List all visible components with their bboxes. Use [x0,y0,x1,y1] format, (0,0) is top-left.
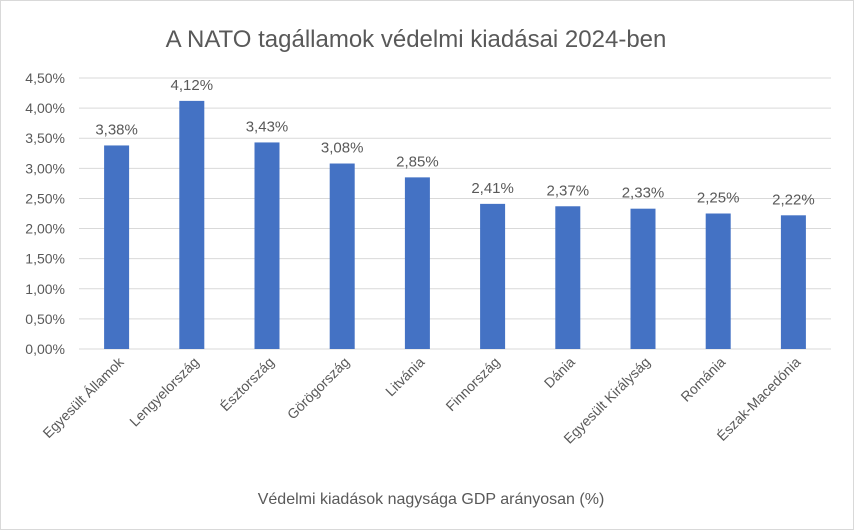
data-label: 3,38% [95,121,138,138]
y-tick-label: 1,00% [25,281,65,297]
x-tick-label: Görögország [284,354,353,423]
y-tick-label: 3,00% [25,160,65,176]
y-tick-label: 2,00% [25,221,65,237]
x-tick-label: Lengyelország [126,354,202,430]
bar [480,203,506,349]
y-tick-label: 0,50% [25,311,65,327]
data-label: 2,33% [622,185,665,202]
y-tick-label: 0,00% [25,341,65,357]
data-label: 2,85% [396,153,439,170]
data-label: 2,22% [772,191,815,208]
data-label: 2,41% [471,180,514,197]
bar [329,163,355,349]
bar [254,142,280,349]
x-tick-label: Észtország [217,354,277,414]
data-label: 3,08% [321,140,364,157]
y-tick-label: 1,50% [25,251,65,267]
y-tick-label: 4,00% [25,100,65,116]
bar [404,177,430,349]
bar [780,215,806,349]
x-tick-label: Dánia [541,354,578,391]
x-axis-title: Védelmi kiadások nagysága GDP arányosan … [258,491,605,508]
data-label: 2,25% [697,190,740,207]
bar [630,208,656,349]
bar [705,213,731,349]
bar [179,100,205,349]
data-label: 2,37% [547,182,590,199]
chart-title: A NATO tagállamok védelmi kiadásai 2024-… [166,26,667,53]
x-tick-label: Egyesült Államok [39,353,127,441]
bar [104,145,130,349]
y-tick-label: 2,50% [25,190,65,206]
y-tick-label: 3,50% [25,130,65,146]
data-label: 3,43% [246,118,289,135]
data-label: 4,12% [171,77,214,94]
x-tick-label: Litvánia [382,354,428,400]
x-tick-label: Finnország [442,354,502,414]
y-tick-label: 4,50% [25,70,65,86]
bar [555,206,581,349]
x-tick-label: Románia [677,354,728,405]
x-tick-label: Észak-Macedónia [714,354,804,444]
